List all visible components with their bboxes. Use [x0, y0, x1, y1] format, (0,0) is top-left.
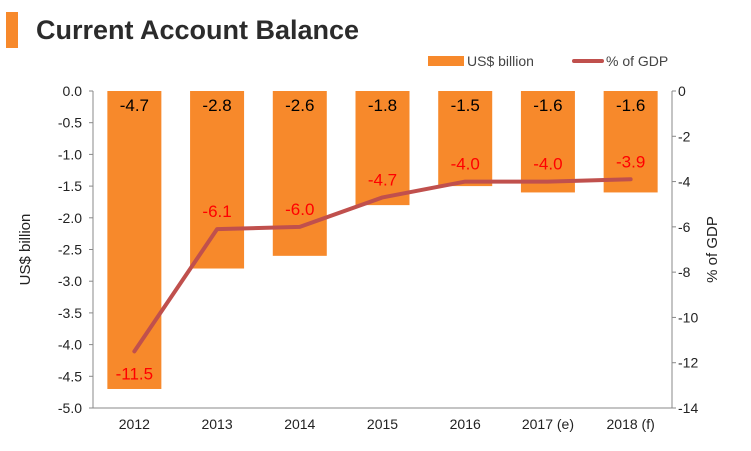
x-tick-label: 2017 (e) — [522, 416, 574, 432]
title-accent-bar — [6, 12, 18, 48]
bar-value-label: -4.7 — [120, 96, 149, 115]
legend-swatch-bar — [428, 56, 464, 66]
legend-label-bar: US$ billion — [467, 53, 534, 69]
bar-value-label: -1.5 — [451, 96, 480, 115]
y2-tick-label: 0 — [678, 83, 686, 99]
x-tick-label: 2018 (f) — [607, 416, 655, 432]
line-value-label: -11.5 — [116, 364, 154, 383]
y-tick-label: -2.0 — [58, 210, 82, 226]
y-tick-label: -3.0 — [58, 273, 82, 289]
x-tick-label: 2016 — [450, 416, 481, 432]
x-tick-label: 2014 — [284, 416, 315, 432]
y-tick-label: 0.0 — [63, 83, 83, 99]
x-tick-label: 2012 — [119, 416, 150, 432]
y-tick-label: -4.5 — [58, 368, 82, 384]
line-value-label: -4.0 — [533, 155, 562, 174]
y-tick-label: -5.0 — [58, 400, 82, 416]
bar-value-label: -1.6 — [533, 96, 562, 115]
y2-tick-label: -10 — [678, 309, 698, 325]
chart-title: Current Account Balance — [36, 15, 360, 45]
y2-tick-label: -6 — [678, 219, 691, 235]
bar-value-label: -1.6 — [616, 96, 645, 115]
line-value-label: -6.0 — [285, 200, 314, 219]
bar-value-label: -2.6 — [285, 96, 314, 115]
y-axis-title: US$ billion — [17, 214, 34, 286]
bar — [107, 91, 162, 389]
line-value-label: -4.0 — [451, 155, 480, 174]
y2-tick-label: -4 — [678, 174, 691, 190]
bar-value-label: -1.8 — [368, 96, 397, 115]
y2-tick-label: -2 — [678, 128, 691, 144]
y-tick-label: -3.5 — [58, 305, 82, 321]
line-value-label: -3.9 — [616, 152, 645, 171]
y-tick-label: -4.0 — [58, 337, 82, 353]
y-tick-label: -2.5 — [58, 242, 82, 258]
y-tick-label: -1.5 — [58, 178, 82, 194]
line-value-label: -6.1 — [202, 202, 231, 221]
x-tick-label: 2013 — [201, 416, 232, 432]
bar — [272, 91, 327, 256]
line-series-gdp — [132, 177, 633, 354]
legend-label-line: % of GDP — [606, 53, 668, 69]
line-value-label: -4.7 — [368, 170, 397, 189]
bar — [438, 91, 493, 187]
bar-value-label: -2.8 — [202, 96, 231, 115]
y2-axis-title: % of GDP — [704, 216, 721, 283]
y2-tick-label: -8 — [678, 264, 691, 280]
y2-tick-label: -14 — [678, 400, 698, 416]
bar — [603, 91, 658, 193]
bar — [355, 91, 410, 206]
x-tick-label: 2015 — [367, 416, 398, 432]
bar — [190, 91, 245, 269]
bar — [520, 91, 575, 193]
y-tick-label: -0.5 — [58, 115, 82, 131]
y2-tick-label: -12 — [678, 355, 698, 371]
y-tick-label: -1.0 — [58, 146, 82, 162]
